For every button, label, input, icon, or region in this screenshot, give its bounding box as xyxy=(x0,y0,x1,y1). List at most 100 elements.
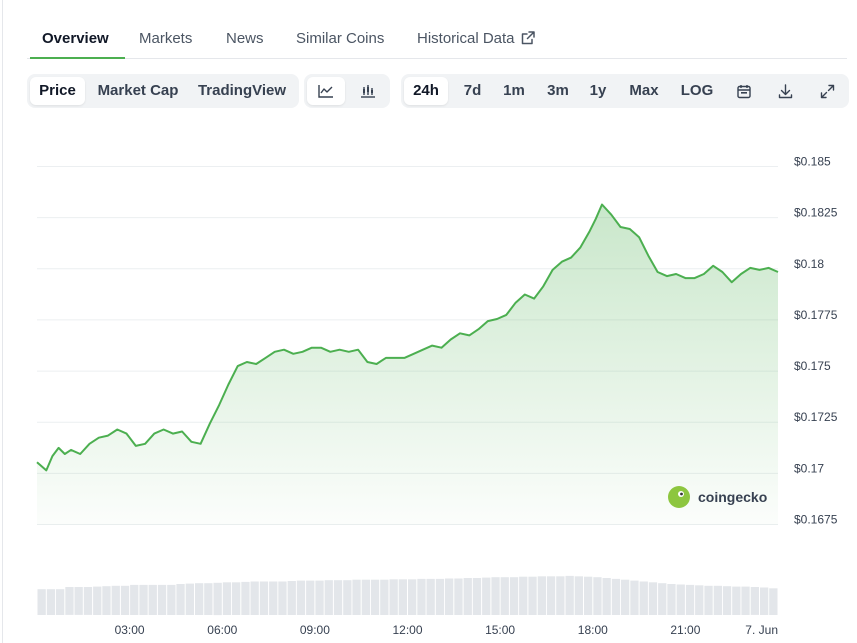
tab-markets[interactable]: Markets xyxy=(139,30,193,47)
y-tick-label: $0.175 xyxy=(794,359,831,373)
volume-bar xyxy=(454,578,463,615)
volume-bar xyxy=(713,585,722,615)
calendar-button[interactable] xyxy=(729,77,759,105)
volume-bar xyxy=(232,582,241,615)
range-1y-button[interactable]: 1y xyxy=(589,82,607,99)
volume-bar xyxy=(491,577,500,615)
volume-bar xyxy=(167,584,176,615)
coingecko-logo-icon xyxy=(668,486,690,508)
y-tick-label: $0.18 xyxy=(794,257,824,271)
external-link-icon xyxy=(521,22,535,60)
volume-bar xyxy=(546,576,556,615)
volume-bar xyxy=(241,581,250,615)
volume-bar xyxy=(760,587,769,615)
price-button[interactable]: Price xyxy=(30,77,85,105)
chart-type-toggle: Price Market Cap TradingView xyxy=(27,74,299,108)
volume-bar xyxy=(472,578,482,615)
volume-bar xyxy=(398,579,407,615)
volume-bar xyxy=(111,585,120,615)
log-scale-button[interactable]: LOG xyxy=(680,82,714,99)
tab-historical-data-label: Historical Data xyxy=(417,30,515,47)
left-border xyxy=(2,0,3,643)
volume-bar xyxy=(435,578,445,615)
volume-bar xyxy=(565,575,574,615)
volume-bar xyxy=(139,584,148,615)
volume-bar xyxy=(361,579,370,615)
y-tick-label: $0.185 xyxy=(794,155,831,169)
volume-bar xyxy=(278,581,287,615)
volume-bar xyxy=(750,587,759,615)
y-axis: $0.1675 $0.17 $0.1725 $0.175 $0.1775 $0.18 $0.… xyxy=(794,155,838,527)
volume-bar xyxy=(93,586,102,615)
y-tick-label: $0.1825 xyxy=(794,206,838,220)
volume-bar xyxy=(176,584,185,615)
volume-bar xyxy=(445,578,454,615)
line-chart-button[interactable] xyxy=(307,77,345,105)
download-button[interactable] xyxy=(770,77,800,105)
volume-bar xyxy=(602,578,611,615)
volume-bar xyxy=(380,579,389,615)
volume-bar xyxy=(343,580,352,615)
volume-bar xyxy=(120,585,130,615)
volume-bar xyxy=(324,580,333,615)
range-24h-button[interactable]: 24h xyxy=(404,77,448,105)
volume-bar xyxy=(37,589,46,615)
volume-bar xyxy=(574,576,583,615)
volume-bar xyxy=(537,576,546,615)
volume-bar xyxy=(685,584,695,615)
volume-bar xyxy=(148,584,157,615)
volume-bar xyxy=(315,580,324,615)
tab-historical-data[interactable]: Historical Data xyxy=(417,20,535,58)
line-chart-icon xyxy=(318,85,333,98)
volume-bar xyxy=(56,589,65,615)
volume-bar xyxy=(621,579,630,615)
volume-bar xyxy=(593,577,602,615)
volume-bar xyxy=(741,586,750,615)
range-1m-button[interactable]: 1m xyxy=(503,82,525,99)
x-axis: 03:00 06:00 09:00 12:00 15:00 18:00 21:00 7. Ju… xyxy=(115,623,778,637)
tab-similar-coins[interactable]: Similar Coins xyxy=(296,30,385,47)
volume-bar xyxy=(296,580,306,615)
fullscreen-icon xyxy=(820,84,834,99)
volume-bar xyxy=(732,586,741,615)
tradingview-button[interactable]: TradingView xyxy=(197,82,287,99)
volume-bar xyxy=(426,578,435,615)
tab-overview[interactable]: Overview xyxy=(30,20,125,59)
price-area xyxy=(37,204,778,525)
volume-bar xyxy=(287,581,296,615)
calendar-icon xyxy=(737,85,751,99)
market-cap-button[interactable]: Market Cap xyxy=(97,82,179,99)
range-max-button[interactable]: Max xyxy=(629,82,659,99)
x-tick-label: 09:00 xyxy=(300,623,330,637)
volume-bar xyxy=(259,581,269,615)
candlestick-chart-button[interactable] xyxy=(349,77,387,105)
x-tick-label: 21:00 xyxy=(670,623,700,637)
volume-bar xyxy=(352,579,361,615)
download-icon xyxy=(778,84,792,99)
volume-bar xyxy=(676,584,685,615)
volume-bar xyxy=(130,584,139,615)
volume-bar xyxy=(389,579,398,615)
volume-bar xyxy=(408,579,417,615)
volume-bar xyxy=(463,578,472,615)
volume-bar xyxy=(500,577,509,615)
volume-bar xyxy=(704,585,713,615)
volume-bar xyxy=(269,581,278,615)
volume-bar xyxy=(509,577,519,615)
y-tick-label: $0.1775 xyxy=(794,308,838,322)
volume-bar xyxy=(482,577,491,615)
volume-bar xyxy=(695,585,704,615)
tab-news[interactable]: News xyxy=(226,30,264,47)
fullscreen-button[interactable] xyxy=(812,77,842,105)
range-7d-button[interactable]: 7d xyxy=(463,82,482,99)
range-3m-button[interactable]: 3m xyxy=(547,82,569,99)
coingecko-logo-pupil xyxy=(680,492,683,496)
volume-bar xyxy=(584,576,593,615)
volume-bar xyxy=(65,587,74,615)
volume-bars xyxy=(37,575,778,616)
volume-bar xyxy=(722,586,732,615)
y-tick-label: $0.1675 xyxy=(794,513,838,527)
volume-bar xyxy=(250,581,259,615)
tab-bar: Overview Markets News Similar Coins Hist… xyxy=(27,20,847,59)
